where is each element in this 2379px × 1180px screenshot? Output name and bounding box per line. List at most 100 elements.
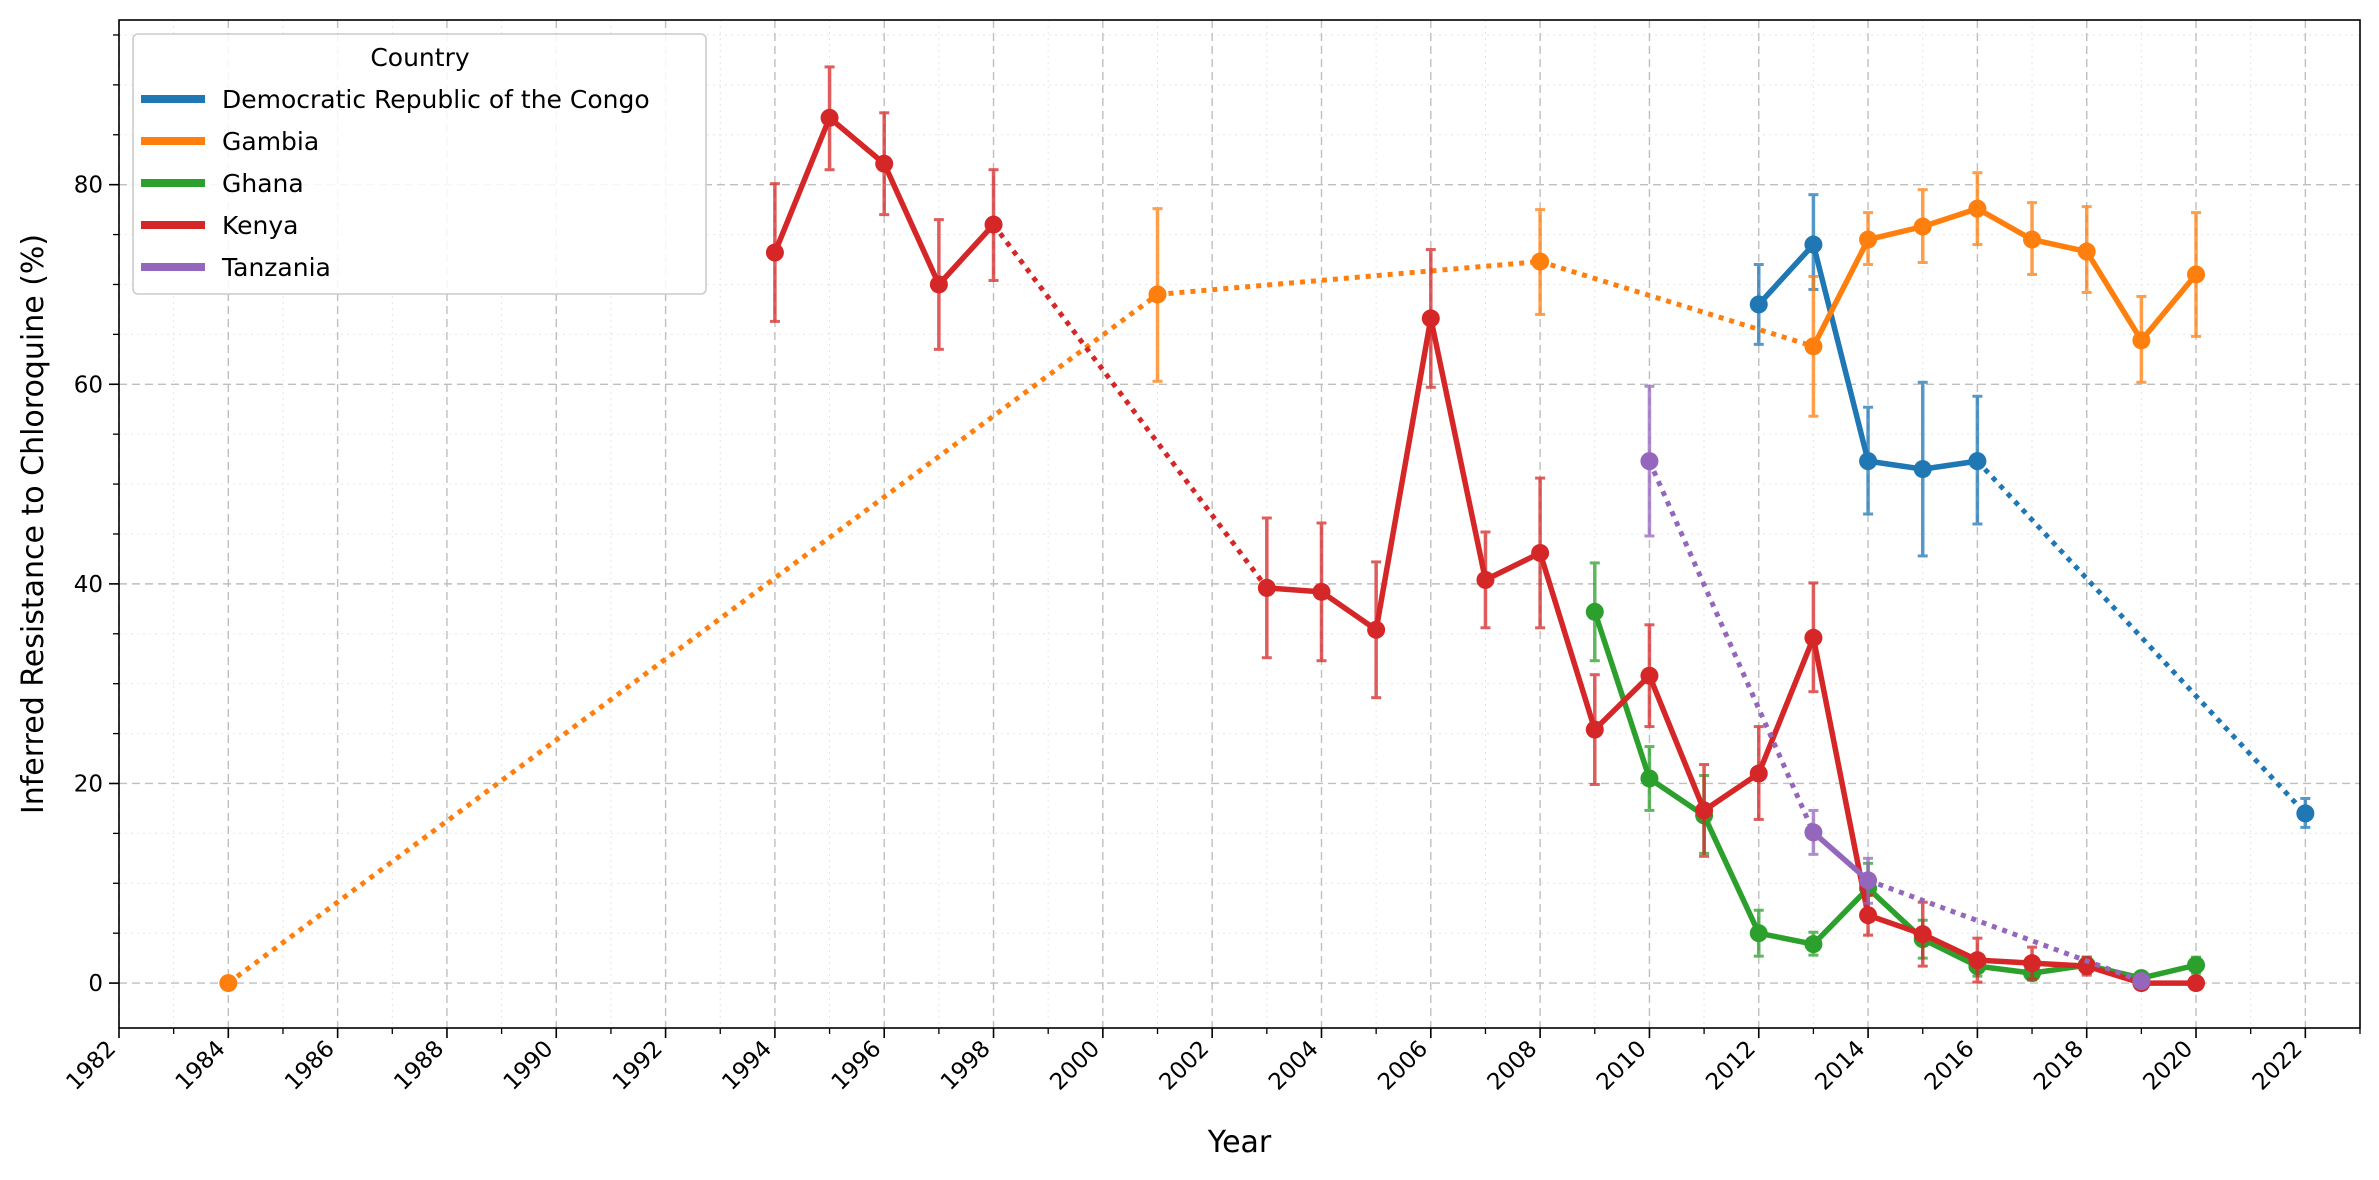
x-tick-label: 1998 — [936, 1036, 996, 1096]
y-tick-label: 20 — [74, 771, 103, 797]
data-point — [1968, 199, 1987, 218]
data-point — [2296, 804, 2315, 823]
data-point — [1804, 935, 1823, 954]
series-segment — [2138, 271, 2199, 344]
series-segment — [1919, 936, 1981, 969]
series-gap-segment — [1539, 259, 1815, 349]
x-tick-label: 2000 — [1045, 1036, 1105, 1096]
y-tick-label: 60 — [74, 372, 103, 398]
series-segment — [1756, 930, 1817, 947]
series-segment — [1701, 812, 1762, 936]
series-segment — [772, 115, 833, 256]
data-point — [929, 275, 948, 294]
data-point — [1749, 295, 1768, 314]
legend-box — [132, 33, 707, 295]
series-segment — [1592, 609, 1653, 782]
y-tick-label: 40 — [74, 572, 103, 598]
data-point — [1804, 628, 1823, 647]
series-segment — [1810, 885, 1871, 947]
data-point — [1859, 230, 1878, 249]
series-segment — [1865, 912, 1926, 937]
data-point — [820, 108, 839, 127]
legend: Country Democratic Republic of the Congo… — [132, 33, 707, 295]
series-segment — [1919, 931, 1981, 963]
series-segment — [881, 160, 942, 288]
data-point — [1531, 543, 1550, 562]
data-point — [765, 243, 784, 262]
series-gap-segment — [991, 223, 1269, 590]
x-tick-label: 2008 — [1483, 1036, 1543, 1096]
x-tick-label: 2006 — [1373, 1036, 1433, 1096]
data-point — [1531, 252, 1550, 271]
data-point — [1585, 602, 1604, 621]
series-gap-segment — [1647, 460, 1816, 834]
series-segment — [2083, 963, 2145, 986]
data-point — [1312, 582, 1331, 601]
series-segment — [1919, 458, 1981, 472]
x-tick-label: 1994 — [717, 1036, 777, 1096]
data-point — [1640, 666, 1659, 685]
series-segment — [1592, 672, 1653, 733]
series-gap-segment — [1975, 459, 2308, 816]
x-tick-label: 2012 — [1701, 1036, 1761, 1096]
data-point — [1859, 906, 1878, 925]
series-segment — [1810, 829, 1871, 884]
x-tick-label: 2004 — [1264, 1036, 1324, 1096]
x-tick-label: 1984 — [171, 1036, 231, 1096]
x-tick-label: 1990 — [499, 1036, 559, 1096]
series-segment — [936, 221, 997, 288]
data-point — [1148, 285, 1167, 304]
legend-label: Ghana — [222, 169, 304, 198]
legend-label: Democratic Republic of the Congo — [222, 85, 650, 114]
x-tick-label: 1988 — [389, 1036, 449, 1096]
series-segment — [1919, 205, 1981, 230]
data-point — [1968, 452, 1987, 471]
y-tick-label: 0 — [88, 971, 103, 997]
data-point — [1859, 452, 1878, 471]
data-point — [1640, 452, 1659, 471]
series-segment — [2083, 248, 2145, 344]
series-segment — [1373, 315, 1434, 633]
series-segment — [1865, 223, 1926, 243]
x-tick-label: 1996 — [827, 1036, 887, 1096]
data-point — [2132, 331, 2151, 350]
data-point — [1421, 309, 1440, 328]
legend-label: Gambia — [222, 127, 319, 156]
legend-title: Country — [370, 43, 470, 72]
data-point — [1913, 460, 1932, 479]
data-point — [984, 215, 1003, 234]
data-point — [1749, 764, 1768, 783]
y-axis-title: Inferred Resistance to Chloroquine (%) — [16, 234, 51, 814]
series-tanzania — [1640, 384, 2151, 991]
data-point — [2077, 957, 2096, 976]
data-point — [2077, 242, 2096, 261]
data-point — [875, 154, 894, 173]
series-segment — [1701, 770, 1762, 814]
x-tick-label: 2010 — [1592, 1036, 1652, 1096]
series-layer — [219, 65, 2315, 993]
data-point — [1257, 578, 1276, 597]
series-segment — [1318, 589, 1379, 633]
x-tick-label: 2016 — [1920, 1036, 1980, 1096]
series-segment — [1974, 205, 2035, 243]
series-democratic-republic-of-the-congo — [1749, 193, 2315, 829]
series-segment — [2138, 962, 2199, 981]
series-segment — [1537, 550, 1598, 733]
series-segment — [1482, 550, 1543, 583]
x-tick-label: 2020 — [2138, 1036, 2198, 1096]
series-gap-segment — [1157, 259, 1541, 297]
x-tick-label: 1992 — [608, 1036, 668, 1096]
data-point — [1804, 337, 1823, 356]
series-segment — [1974, 963, 2035, 976]
x-tick-label: 2022 — [2248, 1036, 2308, 1096]
x-tick-label: 1986 — [280, 1036, 340, 1096]
x-tick-label: 2014 — [1811, 1036, 1871, 1096]
series-segment — [2029, 236, 2090, 255]
x-tick-label: 1982 — [61, 1036, 121, 1096]
data-point — [1367, 620, 1386, 639]
series-segment — [1756, 635, 1817, 777]
data-point — [2187, 265, 2206, 284]
data-point — [1859, 871, 1878, 890]
data-point — [1913, 217, 1932, 236]
